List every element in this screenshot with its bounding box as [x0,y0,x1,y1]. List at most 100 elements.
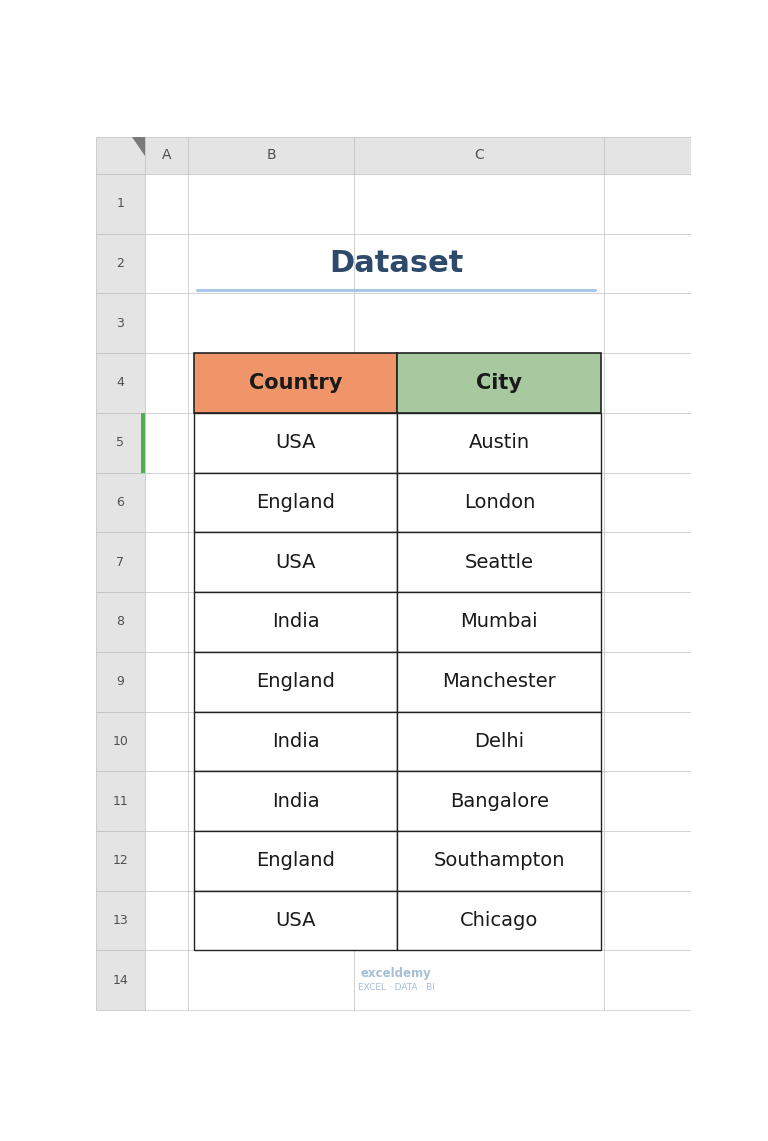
Text: India: India [272,792,319,810]
Bar [604,652,691,712]
Bar [194,712,398,771]
Text: Seattle: Seattle [465,552,534,572]
Text: 14: 14 [113,974,128,987]
Text: Southampton: Southampton [434,851,565,871]
Bar [194,413,398,472]
Text: USA: USA [275,434,316,452]
Text: C: C [475,148,484,162]
Bar [398,652,601,712]
Bar [354,353,604,413]
Bar [187,831,354,891]
Text: exceldemy: exceldemy [361,968,432,980]
Text: 4: 4 [117,377,124,389]
Bar [398,413,601,472]
Text: India: India [272,613,319,631]
Bar [96,831,145,891]
Text: Bangalore: Bangalore [450,792,549,810]
Bar [187,532,354,592]
Text: Dataset: Dataset [329,249,463,278]
Bar [398,771,601,831]
Text: A: A [161,148,171,162]
Bar [145,353,187,413]
Bar [354,891,604,950]
Bar [96,413,145,472]
Text: England: England [256,672,335,691]
Bar [145,950,187,1010]
Bar [96,652,145,712]
Bar [604,831,691,891]
Bar [604,293,691,353]
Bar [194,652,398,712]
Text: 8: 8 [117,615,124,629]
Bar [96,353,145,413]
Text: Mumbai: Mumbai [461,613,538,631]
Bar [96,592,145,652]
Bar [398,831,601,891]
Text: 5: 5 [117,436,124,450]
Bar [96,137,691,173]
Bar [145,712,187,771]
Bar [194,891,398,950]
Bar [604,712,691,771]
Bar [187,592,354,652]
Bar [604,950,691,1010]
Text: London: London [464,493,535,512]
Bar [187,173,354,234]
Polygon shape [132,137,145,156]
Bar [354,652,604,712]
Bar [96,293,145,353]
Text: Chicago: Chicago [460,912,538,930]
Text: 11: 11 [113,794,128,808]
Bar [354,413,604,472]
Bar [145,173,187,234]
Bar [194,353,398,413]
Text: USA: USA [275,912,316,930]
Bar [354,293,604,353]
Text: 13: 13 [113,914,128,928]
Bar [398,891,601,950]
Bar [194,831,398,891]
Bar [96,950,145,1010]
Bar [354,950,604,1010]
Bar [194,771,398,831]
Bar [96,173,145,234]
Text: Country: Country [249,373,343,393]
Bar [604,532,691,592]
Bar [145,592,187,652]
Bar [354,173,604,234]
Bar [604,234,691,293]
Bar [354,771,604,831]
Bar [187,891,354,950]
Bar [604,472,691,533]
Bar [604,413,691,472]
Text: 12: 12 [113,855,128,867]
Bar [604,891,691,950]
Text: England: England [256,851,335,871]
Text: India: India [272,731,319,751]
Text: Austin: Austin [468,434,530,452]
Bar [96,891,145,950]
Text: 6: 6 [117,496,124,509]
Bar [145,652,187,712]
Text: City: City [476,373,522,393]
Text: EXCEL · DATA · BI: EXCEL · DATA · BI [358,984,435,992]
Text: 2: 2 [117,257,124,270]
Bar [604,173,691,234]
Bar [604,353,691,413]
Bar [398,712,601,771]
Bar [145,771,187,831]
Bar [145,831,187,891]
Bar [187,293,354,353]
Bar [604,592,691,652]
Text: 1: 1 [117,197,124,210]
Bar [141,413,145,472]
Bar [354,592,604,652]
Bar [398,353,601,413]
Text: 3: 3 [117,317,124,330]
Bar [187,950,354,1010]
Bar [145,413,187,472]
Bar [187,234,354,293]
Bar [354,831,604,891]
Bar [145,472,187,533]
Text: Delhi: Delhi [475,731,525,751]
